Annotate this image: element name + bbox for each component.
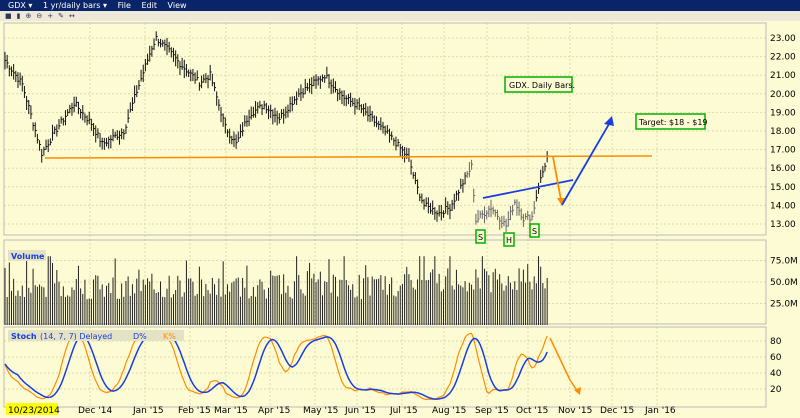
x-tick-label: Oct '15: [516, 406, 548, 416]
x-tick-label: Jul '15: [389, 406, 418, 416]
menu-file[interactable]: File: [117, 1, 131, 10]
zoom-in-icon[interactable]: ⊕: [25, 12, 32, 20]
target-annotation-box[interactable]: [635, 113, 706, 130]
stoch-arrow[interactable]: [549, 337, 571, 381]
pullback-arrow[interactable]: [552, 156, 562, 201]
title-bar: GDX ▾ 1 yr/daily bars ▾ File Edit View: [0, 0, 800, 11]
toolbar: ■ ▮ ⊕ ⊖ + ✎ ↔: [0, 11, 800, 21]
stoch-tick-label: 60: [770, 353, 782, 363]
volume-tick-label: 75.0M: [770, 257, 798, 267]
price-panel: [3, 22, 767, 236]
stoch-label: Stoch: [11, 332, 37, 341]
x-tick-label: Dec '14: [78, 406, 112, 416]
price-tick-label: 13.00: [770, 220, 796, 230]
stoch-params: (14, 7, 7) Delayed: [40, 332, 112, 341]
price-tick-label: 23.00: [770, 34, 796, 44]
head-label: H: [506, 236, 512, 245]
start-date: 10/23/2014: [8, 406, 60, 416]
stoch-k-line: [4, 329, 548, 401]
title-annotation: GDX. Daily Bars.: [509, 81, 575, 90]
x-tick-label: Feb '15: [178, 406, 211, 416]
crosshair-icon[interactable]: +: [47, 12, 54, 20]
price-tick-label: 19.00: [770, 108, 796, 118]
x-tick-label: Jan '15: [132, 406, 164, 416]
stoch-d-line: [4, 330, 548, 400]
arrow-icon[interactable]: ↔: [68, 12, 75, 20]
zoom-out-icon[interactable]: ⊖: [36, 12, 43, 20]
price-tick-label: 20.00: [770, 90, 796, 100]
stoch-tick-label: 20: [770, 385, 782, 395]
x-tick-label: Jun '15: [344, 406, 376, 416]
symbol-dropdown[interactable]: GDX ▾: [8, 1, 33, 10]
menu-view[interactable]: View: [167, 1, 187, 10]
stoch-panel: [3, 326, 767, 408]
arrow-head-icon: [557, 198, 565, 206]
price-tick-label: 18.00: [770, 127, 796, 137]
title-annotation-box[interactable]: [504, 76, 573, 93]
stoch-tick-label: 80: [770, 337, 782, 347]
price-tick-label: 22.00: [770, 53, 796, 63]
x-tick-label: Aug '15: [432, 406, 466, 416]
bars-icon[interactable]: ▮: [16, 12, 21, 20]
price-tick-label: 16.00: [770, 164, 796, 174]
resistance-line[interactable]: [44, 155, 653, 159]
left-shoulder-label: S: [478, 233, 483, 242]
arrow-head-icon: [604, 116, 614, 126]
volume-tick-label: 25.0M: [770, 300, 798, 310]
stoch-tick-label: 40: [770, 369, 782, 379]
x-tick-label: Sep '15: [475, 406, 509, 416]
arrow-head-icon: [574, 387, 581, 395]
timeframe-dropdown[interactable]: 1 yr/daily bars ▾: [42, 1, 108, 10]
price-tick-label: 21.00: [770, 71, 796, 81]
x-tick-label: May '15: [303, 406, 338, 416]
timeframe: 1 yr/daily bars: [42, 1, 101, 10]
menu-edit[interactable]: Edit: [141, 1, 158, 10]
d-legend: D%: [133, 332, 147, 341]
x-tick-label: Nov '15: [558, 406, 592, 416]
x-tick-label: Mar '15: [214, 406, 248, 416]
target-arrow[interactable]: [561, 123, 610, 206]
draw-icon[interactable]: ✎: [58, 12, 64, 20]
x-tick-label: Jan '16: [644, 406, 676, 416]
k-legend: K%: [163, 332, 176, 341]
price-tick-label: 14.00: [770, 201, 796, 211]
chart-type-icon[interactable]: ■: [5, 12, 12, 20]
x-tick-label: Apr '15: [258, 406, 290, 416]
right-shoulder-label: S: [532, 227, 537, 236]
target-annotation: Target: $18 - $19: [638, 118, 708, 127]
price-tick-label: 17.00: [770, 146, 796, 156]
volume-tick-label: 50.0M: [770, 278, 798, 288]
volume-label: Volume: [11, 252, 45, 261]
price-tick-label: 15.00: [770, 183, 796, 193]
symbol: GDX: [8, 1, 26, 10]
x-tick-label: Dec '15: [600, 406, 634, 416]
